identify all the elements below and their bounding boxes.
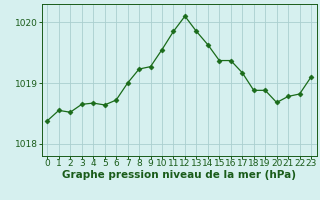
X-axis label: Graphe pression niveau de la mer (hPa): Graphe pression niveau de la mer (hPa) [62, 170, 296, 180]
